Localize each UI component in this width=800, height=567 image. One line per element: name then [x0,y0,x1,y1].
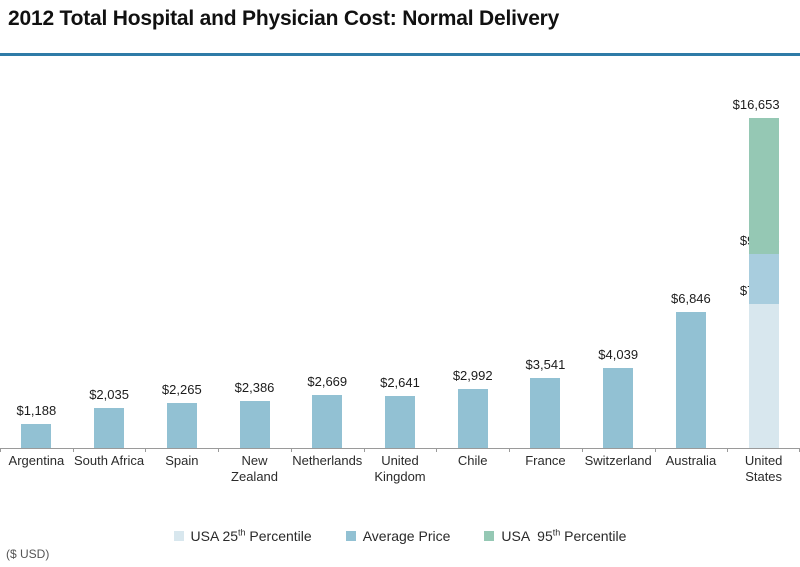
bar-segment-chile-average-price [457,388,488,448]
legend-label-text: Percentile [560,528,627,544]
x-axis-tick [72,448,74,452]
x-axis-tick [727,448,729,452]
x-axis-tick [290,448,292,452]
category-label-spain: Spain [165,453,199,468]
legend-item-usa-95th-percentile: USA 95th Percentile [484,528,626,544]
bar-segment-united-states-usa-95th-percentile [748,118,779,255]
legend-label-usa-95th-percentile: USA 95th Percentile [501,528,626,544]
legend-label-superscript: th [552,527,561,538]
legend-swatch-usa-25th-percentile [173,531,184,541]
legend-label-text: Average Price [362,528,451,544]
category-label-chile: Chile [457,453,488,468]
value-label-australia-average-price: $6,846 [671,291,711,307]
legend-label-text: USA 25 [190,528,239,544]
value-label-united-states-usa-95th-percentile: $16,653 [732,97,780,112]
value-label-spain-average-price: $2,265 [161,382,202,398]
category-label-united-kingdom: United Kingdom [374,453,426,484]
bar-segment-switzerland-average-price [603,367,634,448]
bar-segment-new-zealand-average-price [239,400,270,448]
bar-column-argentina: $1,188 [0,60,73,448]
x-axis-tick [0,448,1,452]
legend-label-average-price: Average Price [363,528,451,544]
x-axis-tick [363,448,365,452]
bar-column-united-kingdom: $2,641 [364,60,437,448]
bar-column-switzerland: $4,039 [582,60,655,448]
x-axis-line [0,448,800,449]
bar-segment-australia-average-price [675,312,706,448]
category-label-netherlands: Netherlands [292,453,363,468]
title-divider-rule [0,53,800,56]
value-label-france-average-price: $3,541 [525,356,566,372]
category-label-switzerland: Switzerland [584,453,652,468]
category-label-argentina: Argentina [8,453,65,468]
x-axis-tick [145,448,147,452]
bar-segment-united-states-usa-average-price [748,254,779,305]
bar-column-netherlands: $2,669 [291,60,364,448]
category-label-france: France [525,453,566,468]
value-label-chile-average-price: $2,992 [452,367,493,383]
bar-segment-united-states-usa-25th-percentile [748,304,779,448]
category-label-south-africa: South Africa [74,453,145,468]
bar-column-south-africa: $2,035 [73,60,146,448]
category-label-united-states: United States [744,453,783,484]
value-label-united-kingdom-average-price: $2,641 [380,374,420,390]
legend-label-usa-25th-percentile: USA 25th Percentile [191,528,312,544]
bar-segment-united-kingdom-average-price [384,395,415,448]
value-label-switzerland-average-price: $4,039 [598,346,639,362]
bar-column-spain: $2,265 [145,60,218,448]
bar-segment-south-africa-average-price [94,407,125,448]
bar-segment-argentina-average-price [21,424,52,448]
legend-label-superscript: th [238,527,246,538]
x-axis-tick [218,448,220,452]
legend-item-usa-25th-percentile: USA 25th Percentile [173,528,312,544]
value-label-south-africa-average-price: $2,035 [89,386,129,402]
bar-column-australia: $6,846 [655,60,728,448]
bar-segment-spain-average-price [166,403,197,448]
x-axis-tick [581,448,583,452]
currency-footnote: ($ USD) [6,547,50,561]
value-label-netherlands-average-price: $2,669 [307,374,348,390]
x-axis-tick [654,448,656,452]
bar-chart-plot-area: $1,188 $2,035 $2,265 $2,386 $2,669 $2,641 $2,9… [0,60,800,452]
bar-column-united-states: $7,262$9,775$16,653 [727,60,800,448]
chart-legend: USA 25th Percentile Average Price USA 95… [0,528,800,544]
bar-segment-netherlands-average-price [312,395,343,448]
x-axis-tick [436,448,438,452]
legend-label-text: Percentile [245,528,312,544]
value-label-new-zealand-average-price: $2,386 [234,379,275,395]
x-axis-tick [509,448,511,452]
category-label-australia: Australia [665,453,717,468]
bar-column-chile: $2,992 [436,60,509,448]
legend-item-average-price: Average Price [345,528,451,544]
category-label-new-zealand: New Zealand [231,453,279,484]
page-title: 2012 Total Hospital and Physician Cost: … [8,7,560,30]
legend-label-text: USA 95 [501,528,553,544]
bar-column-new-zealand: $2,386 [218,60,291,448]
x-axis-category-labels: Argentina South Africa Spain New Zealand Net… [0,453,800,493]
bar-segment-france-average-price [530,377,561,448]
value-label-argentina-average-price: $1,188 [16,403,57,419]
bar-column-france: $3,541 [509,60,582,448]
legend-swatch-average-price [345,531,356,541]
legend-swatch-usa-95th-percentile [484,531,495,541]
